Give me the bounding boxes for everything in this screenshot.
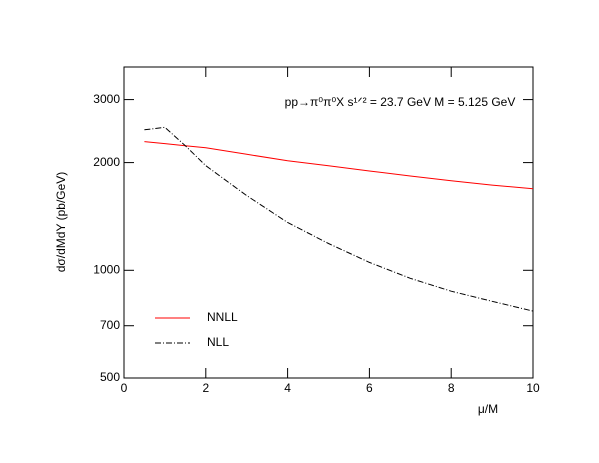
x-tick-label: 4 <box>284 381 291 395</box>
plot-frame <box>123 66 534 379</box>
y-tick-label: 700 <box>100 318 120 332</box>
line-series <box>144 126 534 312</box>
y-tick-label: 1000 <box>93 262 120 276</box>
y-axis-label: dσ/dMdY (pb/GeV) <box>54 172 68 273</box>
annotation: pp→π⁰π⁰X s¹ᐟ² = 23.7 GeV M = 5.125 GeV <box>285 95 516 109</box>
line-series <box>144 141 534 190</box>
x-tick-label: 10 <box>526 381 540 395</box>
y-tick-label: 500 <box>100 370 120 384</box>
x-axis-label: μ/M <box>478 402 498 416</box>
legend-label: NLL <box>207 335 229 349</box>
x-tick-label: 0 <box>121 381 128 395</box>
legend-label: NNLL <box>207 310 238 324</box>
y-tick-label: 3000 <box>93 92 120 106</box>
x-tick-label: 2 <box>202 381 209 395</box>
x-tick-label: 8 <box>448 381 455 395</box>
y-tick-label: 2000 <box>93 155 120 169</box>
x-tick-label: 6 <box>366 381 373 395</box>
